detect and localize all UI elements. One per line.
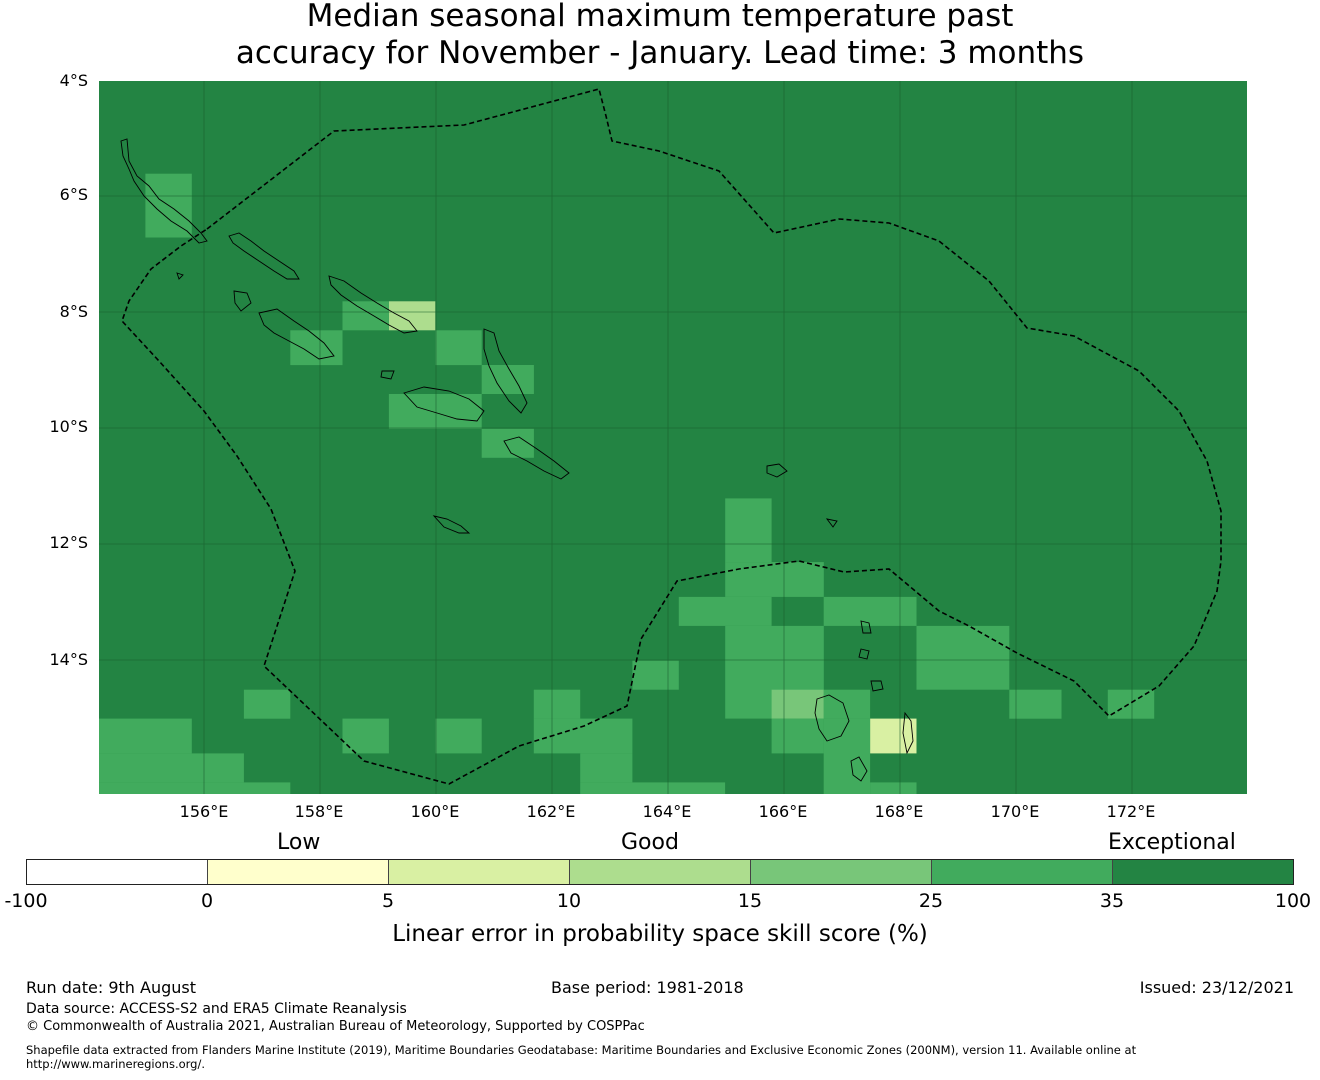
copyright: © Commonwealth of Australia 2021, Austra… [26, 1019, 645, 1034]
coastline-banks [860, 620, 872, 634]
coastlines [120, 138, 914, 782]
colorbar-title: Linear error in probability space skill … [392, 921, 928, 947]
lon-label-160e: 160°E [410, 802, 460, 821]
colorbar-tick: 100 [1274, 890, 1312, 912]
lat-label-14s: 14°S [49, 650, 88, 669]
skill-score-map [99, 81, 1247, 794]
coastline-choiseul [228, 232, 300, 280]
coastline-guadalcanal [403, 386, 485, 422]
lat-label-10s: 10°S [49, 417, 88, 436]
skill-cell [771, 718, 824, 754]
lon-label-172e: 172°E [1106, 802, 1156, 821]
issued-date: Issued: 23/12/2021 [1139, 978, 1294, 997]
skill-cell [678, 596, 772, 626]
skill-cell [823, 718, 871, 794]
colorbar-tick: 35 [1099, 890, 1125, 912]
colorbar-segment [208, 860, 389, 884]
colorbar-tick: 10 [556, 890, 582, 912]
skill-cell [342, 301, 389, 331]
colorbar-segment [1113, 860, 1293, 884]
skill-cell [632, 660, 679, 690]
skill-cell [290, 330, 343, 366]
run-date: Run date: 9th August [26, 978, 196, 997]
skill-cell [435, 718, 482, 754]
eez-boundaries [121, 88, 1222, 785]
colorbar-tick: 0 [200, 890, 214, 912]
lon-label-168e: 168°E [874, 802, 924, 821]
coastline-santa-isabel [328, 275, 418, 334]
colorbar-segment [751, 860, 932, 884]
coastline-small-1 [825, 518, 838, 528]
map-gridlines [99, 81, 1247, 794]
skill-cell [481, 428, 534, 458]
chart-title-line-1: Median seasonal maximum temperature past [306, 0, 1014, 34]
skill-cell [823, 596, 917, 626]
base-period: Base period: 1981-2018 [551, 978, 744, 997]
skill-cell [725, 498, 772, 563]
coastline-new-georgia [233, 290, 252, 312]
colorbar-segment [27, 860, 208, 884]
colorbar-segment [570, 860, 751, 884]
coastline-santa-cruz [766, 463, 788, 478]
lon-label-170e: 170°E [990, 802, 1040, 821]
legend-category-exceptional: Exceptional [1108, 830, 1236, 855]
skill-cell [533, 718, 633, 754]
coastline-espiritu-santo [814, 694, 850, 742]
colorbar-segment [932, 860, 1113, 884]
skill-cell [916, 625, 1010, 690]
coastline-bougainville [120, 138, 208, 244]
coastline-ambae [870, 680, 884, 692]
skill-cells-layer [99, 173, 1155, 794]
skill-cell [870, 782, 917, 794]
colorbar-tick: 15 [737, 890, 763, 912]
skill-cell [725, 562, 824, 597]
legend-category-low: Low [277, 830, 321, 855]
coastline-torres [858, 648, 870, 660]
skill-cell [1009, 689, 1062, 719]
data-source: Data source: ACCESS-S2 and ERA5 Climate … [26, 1001, 407, 1017]
coastline-new-georgia-group [258, 308, 335, 360]
skill-cell [99, 718, 192, 754]
colorbar-tick: 5 [381, 890, 395, 912]
skill-cell [1107, 689, 1155, 719]
colorbar-segment [389, 860, 570, 884]
lon-label-164e: 164°E [642, 802, 692, 821]
chart-title-line-2: accuracy for November - January. Lead ti… [235, 35, 1085, 71]
shapefile-credit-line-1: Shapefile data extracted from Flanders M… [26, 1043, 1137, 1057]
lat-label-12s: 12°S [49, 533, 88, 552]
skill-cell [580, 782, 726, 794]
skill-cell [870, 718, 917, 754]
coastline-small-2 [176, 272, 184, 280]
coastline-small-3 [380, 370, 395, 380]
lat-label-6s: 6°S [59, 185, 88, 204]
coastline-malakula [850, 756, 868, 782]
lat-label-8s: 8°S [59, 302, 88, 321]
lon-label-156e: 156°E [179, 802, 229, 821]
legend-category-good: Good [621, 830, 679, 855]
lon-label-162e: 162°E [526, 802, 576, 821]
shapefile-credit-line-2: http://www.marineregions.org/. [26, 1057, 205, 1071]
lon-label-166e: 166°E [758, 802, 808, 821]
colorbar-tick: -100 [4, 890, 48, 912]
coastline-malaita [483, 328, 528, 414]
lon-label-158e: 158°E [294, 802, 344, 821]
skill-cell [243, 689, 291, 719]
colorbar [26, 859, 1294, 885]
skill-cell [435, 330, 482, 366]
coastline-rennell [432, 515, 471, 534]
coastline-makira [503, 436, 570, 480]
eez-solomon-islands [121, 88, 1222, 785]
lat-label-4s: 4°S [59, 71, 88, 90]
skill-cell [481, 365, 534, 394]
skill-cell [533, 689, 581, 719]
skill-cell [580, 753, 633, 783]
skill-cell [99, 753, 244, 783]
coastline-pentecost [902, 711, 914, 755]
colorbar-tick: 25 [918, 890, 944, 912]
skill-cell [99, 782, 291, 794]
skill-cell [388, 301, 436, 331]
skill-cell [388, 394, 482, 429]
